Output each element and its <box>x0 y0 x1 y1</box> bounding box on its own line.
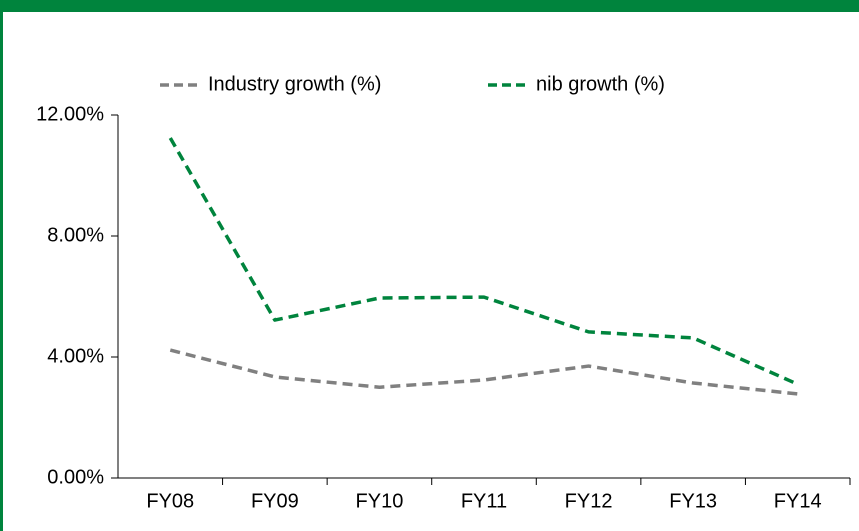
x-tick-label: FY11 <box>461 490 507 512</box>
frame-top <box>0 0 859 12</box>
legend-label: Industry growth (%) <box>208 73 381 95</box>
x-tick-label: FY10 <box>356 490 404 512</box>
x-tick-label: FY08 <box>146 490 194 512</box>
frame-left <box>0 0 3 531</box>
series-line <box>169 348 798 396</box>
y-tick-label: 12.00% <box>36 103 104 125</box>
x-tick-label: FY12 <box>565 490 613 512</box>
y-tick-label: 4.00% <box>47 345 104 367</box>
series-line <box>168 137 799 386</box>
y-tick-label: 0.00% <box>47 466 104 488</box>
x-tick-label: FY14 <box>774 490 822 512</box>
x-tick-label: FY13 <box>669 490 717 512</box>
x-tick-label: FY09 <box>251 490 299 512</box>
y-tick-label: 8.00% <box>47 224 104 246</box>
legend-label: nib growth (%) <box>536 73 665 95</box>
